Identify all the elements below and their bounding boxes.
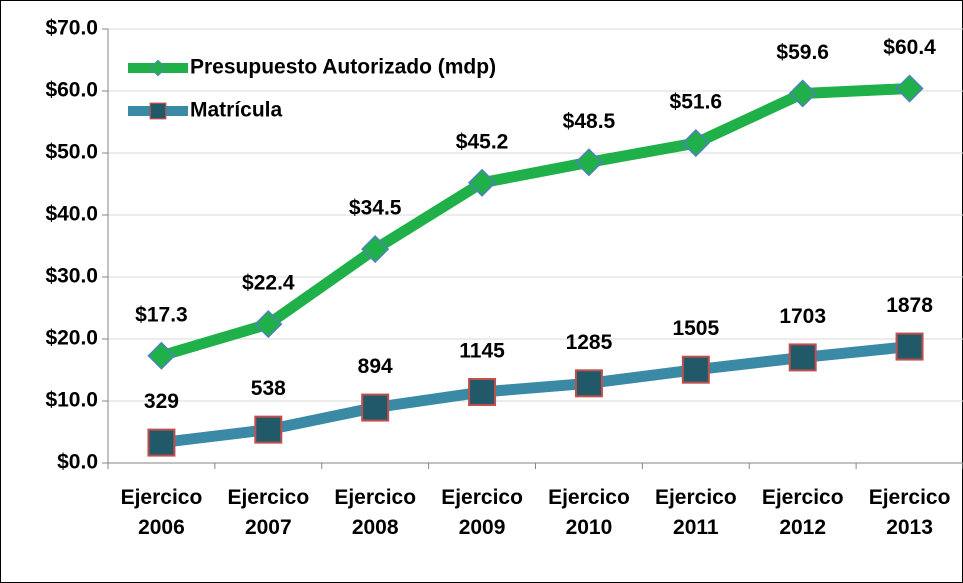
marker [147, 428, 176, 457]
marker [788, 79, 817, 108]
x-tick-label: Ejercico 2007 [227, 486, 310, 539]
data-label: $22.4 [242, 272, 295, 295]
data-label: $45.2 [456, 130, 509, 153]
x-tick-label: Ejercico 2011 [654, 486, 737, 539]
marker [254, 310, 283, 339]
y-tick-label: $40.0 [45, 203, 98, 226]
data-label: $17.3 [135, 303, 188, 326]
y-tick-label: $10.0 [45, 389, 98, 412]
data-label: 538 [251, 377, 286, 400]
marker [574, 148, 603, 177]
y-tick-label: $50.0 [45, 141, 98, 164]
marker [895, 332, 924, 361]
data-label: $34.5 [349, 197, 402, 220]
data-label: 894 [358, 355, 393, 378]
marker [361, 235, 390, 264]
data-label: 1878 [886, 294, 933, 317]
legend-label: Matrícula [190, 99, 283, 122]
series-line [159, 83, 910, 362]
y-tick-label: $0.0 [57, 451, 98, 474]
y-tick-label: $70.0 [45, 17, 98, 40]
x-tick-label: Ejercico 2008 [334, 486, 417, 539]
x-tick-label: Ejercico 2009 [441, 486, 523, 539]
legend-marker [149, 102, 167, 120]
marker [788, 343, 817, 372]
data-label: $59.6 [776, 41, 829, 64]
x-tick-label: Ejercico 2006 [120, 486, 203, 539]
data-label: 1505 [672, 317, 719, 340]
x-tick-label: Ejercico 2010 [548, 486, 630, 539]
legend-marker [149, 59, 167, 77]
marker [468, 168, 497, 197]
legend-label: Presupuesto Autorizado (mdp) [190, 56, 496, 79]
y-tick-label: $60.0 [45, 79, 98, 102]
data-label: 1145 [459, 340, 505, 363]
y-tick-label: $20.0 [45, 327, 98, 350]
marker [147, 341, 176, 370]
data-label: 1285 [566, 331, 613, 354]
series-line [160, 341, 911, 449]
y-tick-label: $30.0 [45, 265, 98, 288]
data-label: $60.4 [883, 36, 936, 59]
data-label: $51.6 [670, 91, 723, 114]
data-label: 1703 [779, 305, 826, 328]
marker [681, 355, 710, 384]
marker [895, 74, 924, 103]
marker [681, 129, 710, 158]
x-tick-label: Ejercico 2013 [868, 486, 951, 539]
data-label: 329 [144, 390, 179, 413]
data-label: $48.5 [563, 110, 616, 133]
marker [574, 369, 603, 398]
marker [468, 378, 497, 407]
marker [361, 393, 390, 422]
marker [254, 415, 283, 444]
x-tick-label: Ejercico 2012 [761, 486, 844, 539]
